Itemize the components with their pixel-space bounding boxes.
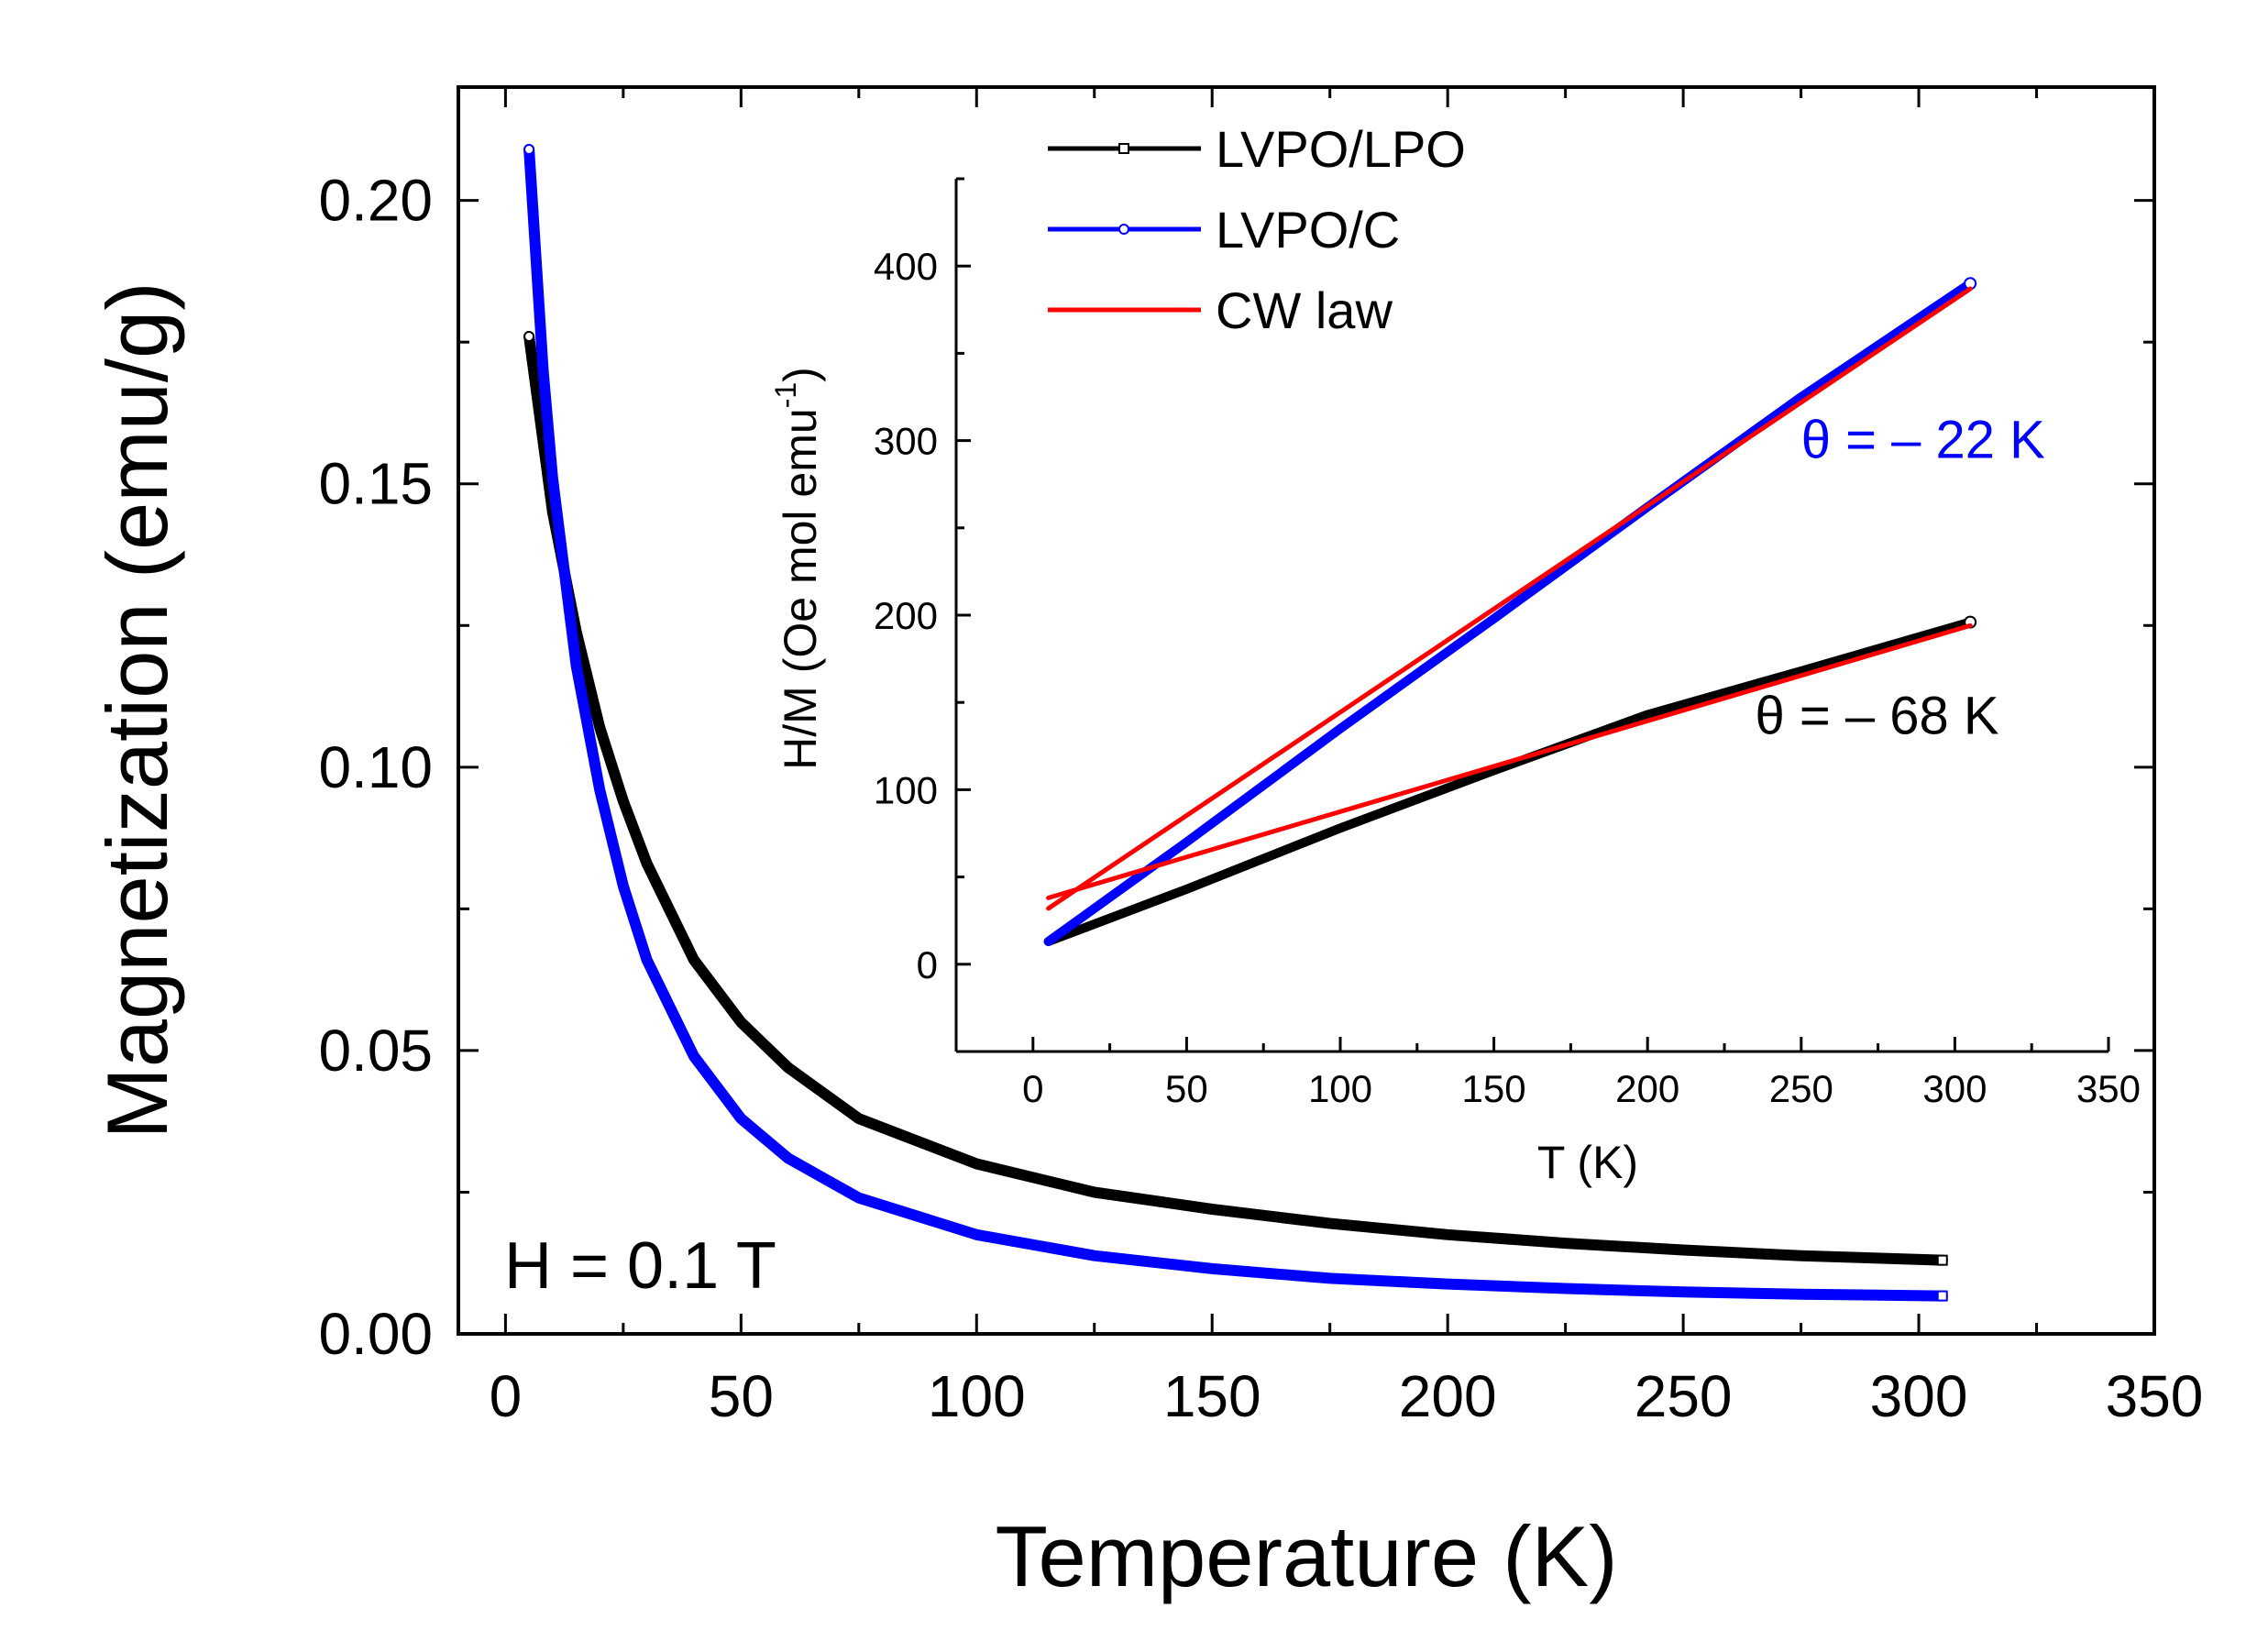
inset-y-axis-title-superscript: -1 [769, 382, 802, 408]
legend-label: LVPO/C [1216, 201, 1400, 259]
inset-series-line-lvpo-c [1043, 279, 1976, 946]
main-y-tick-label: 0.05 [318, 1018, 433, 1084]
main-series-start-marker [523, 331, 535, 342]
main-series-line-lvpo-c [523, 144, 1948, 1302]
legend-label: LVPO/LPO [1216, 120, 1466, 178]
inset-y-tick-label: 0 [917, 943, 938, 986]
inset-x-tick-label: 200 [1615, 1067, 1679, 1110]
inset-x-tick-label: 250 [1769, 1067, 1833, 1110]
main-x-tick-label: 50 [709, 1363, 774, 1429]
main-y-axis-title: Magnetization (emu/g) [89, 281, 185, 1139]
main-series-line-lvpo-lpo [523, 331, 1948, 1266]
inset-cw-fit-line [1046, 286, 1973, 911]
main-x-tick-label: 150 [1163, 1363, 1261, 1429]
theta-annotation: θ = – 22 K [1801, 411, 2045, 470]
inset-y-tick-label: 100 [874, 768, 938, 811]
main-plot-frame [457, 85, 2156, 1336]
inset-y-tick-label: 300 [874, 420, 938, 463]
inset-y-axis-title: H/M (Oe mol emu-1) [769, 367, 826, 770]
main-x-axis-title: Temperature (K) [995, 1508, 1617, 1604]
inset-y-tick-label: 200 [874, 594, 938, 637]
main-chart: 0 50 100 150 200 250 300 350 0.00 0.05 0.10 0.15 0.2… [89, 85, 2203, 1604]
inset-legend: LVPO/LPO LVPO/C CW law [1048, 120, 1466, 339]
field-annotation: H = 0.1 T [504, 1229, 776, 1303]
inset-y-axis-title-main: H/M (Oe mol emu [775, 408, 826, 770]
inset-ticks: 0 50 100 150 200 250 300 350 0 100 200 300 400 [874, 177, 2141, 1110]
main-series-start-marker [523, 144, 535, 155]
inset-x-axis-title: T (K) [1537, 1137, 1638, 1188]
main-series-end-marker [1936, 1254, 1948, 1266]
legend-label: CW law [1216, 281, 1393, 339]
inset-x-tick-label: 150 [1462, 1067, 1526, 1110]
legend-marker-square [1118, 143, 1129, 154]
main-series-end-marker [1936, 1290, 1948, 1302]
inset-x-tick-label: 0 [1022, 1067, 1043, 1110]
main-x-tick-label: 350 [2106, 1363, 2204, 1429]
inset-x-tick-label: 100 [1308, 1067, 1372, 1110]
inset-x-tick-label: 300 [1922, 1067, 1987, 1110]
main-y-tick-label: 0.10 [318, 734, 433, 800]
main-x-tick-label: 300 [1870, 1363, 1968, 1429]
main-x-tick-label: 100 [928, 1363, 1026, 1429]
inset-x-tick-label: 350 [2076, 1067, 2141, 1110]
main-series [523, 144, 1948, 1302]
main-y-tick-label: 0.15 [318, 451, 433, 517]
inset-y-axis-title-close: ) [775, 367, 826, 382]
inset-y-tick-label: 400 [874, 245, 938, 288]
legend-marker-circle [1118, 224, 1129, 235]
inset-x-tick-label: 50 [1165, 1067, 1208, 1110]
main-y-tick-label: 0.20 [318, 168, 433, 234]
inset-chart: 0 50 100 150 200 250 300 350 0 100 200 300 400 T (K)… [769, 120, 2141, 1188]
inset-annotations: θ = – 22 K θ = – 68 K [1756, 411, 2046, 746]
inset-series-line-lvpo-lpo [1043, 617, 1976, 946]
main-x-tick-label: 250 [1635, 1363, 1733, 1429]
main-ticks: 0 50 100 150 200 250 300 350 0.00 0.05 0.10 0.15 0.2… [318, 87, 2203, 1429]
main-x-tick-label: 200 [1399, 1363, 1497, 1429]
main-y-tick-label: 0.00 [318, 1301, 433, 1367]
inset-cw-fit-line [1046, 622, 1973, 900]
inset-series [1043, 277, 1977, 946]
main-x-tick-label: 0 [490, 1363, 523, 1429]
theta-annotation: θ = – 68 K [1756, 686, 1999, 745]
